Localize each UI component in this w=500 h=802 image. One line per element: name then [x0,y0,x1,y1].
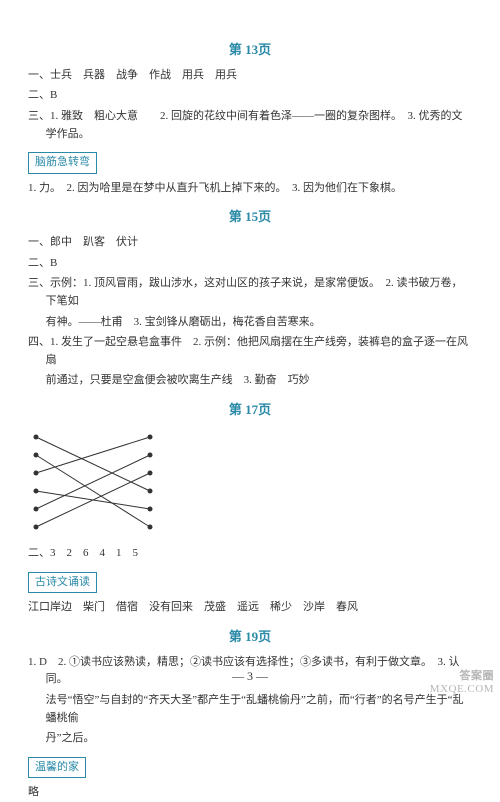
p13-box-line-1: 1. 力。 2. 因为哈里是在梦中从直升飞机上掉下来的。 3. 因为他们在下象棋… [28,180,472,198]
page-19-heading: 第 19页 [28,627,472,648]
p19-answer: 略 [28,784,472,802]
p13-box-label: 脑筋急转弯 [28,152,97,174]
matching-diagram [28,427,472,542]
p15-line-4a: 四、1. 发生了一起空悬皂盒事件 2. 示例：他把风扇摆在生产线旁，装裤皂的盒子… [28,334,472,369]
p15-line-2: 二、B [28,255,472,273]
watermark-bottom: MXQE.COM [430,683,494,696]
p15-line-1: 一、郎中 趴客 伏计 [28,234,472,252]
p13-line-2: 二、B [28,87,472,105]
p17-line-2: 二、3 2 6 4 1 5 [28,545,472,563]
p19-line-1b: 法号“悟空”与自封的“齐天大圣”都产生于“乱蟠桃偷丹”之前，而“行者”的名号产生… [28,692,472,727]
p13-line-1: 一、士兵 兵器 战争 作战 用兵 用兵 [28,67,472,85]
p19-box-label: 温馨的家 [28,757,86,779]
p15-line-4b: 前通过，只要是空盒便会被吹离生产线 3. 勤奋 巧妙 [28,372,472,390]
p15-line-3a: 三、示例：1. 顶风冒雨，跋山涉水，这对山区的孩子来说，是家常便饭。 2. 读书… [28,275,472,310]
page-13-heading: 第 13页 [28,40,472,61]
page-17-heading: 第 17页 [28,400,472,421]
watermark: 答案圈 MXQE.COM [430,670,494,696]
p17-poem-line: 江口岸边 柴门 借宿 没有回来 茂盛 遥远 稀少 沙岸 春风 [28,599,472,617]
p17-box-label: 古诗文诵读 [28,572,97,594]
page-footer: — 3 — [0,667,500,686]
p13-line-3: 三、1. 雅致 粗心大意 2. 回旋的花纹中间有着色泽——一圈的复杂图样。 3.… [28,108,472,143]
p19-line-1c: 丹”之后。 [28,730,472,748]
page-15-heading: 第 15页 [28,207,472,228]
p15-line-3b: 有神。——杜甫 3. 宝剑锋从磨砺出，梅花香自苦寒来。 [28,314,472,332]
watermark-top: 答案圈 [430,670,494,683]
